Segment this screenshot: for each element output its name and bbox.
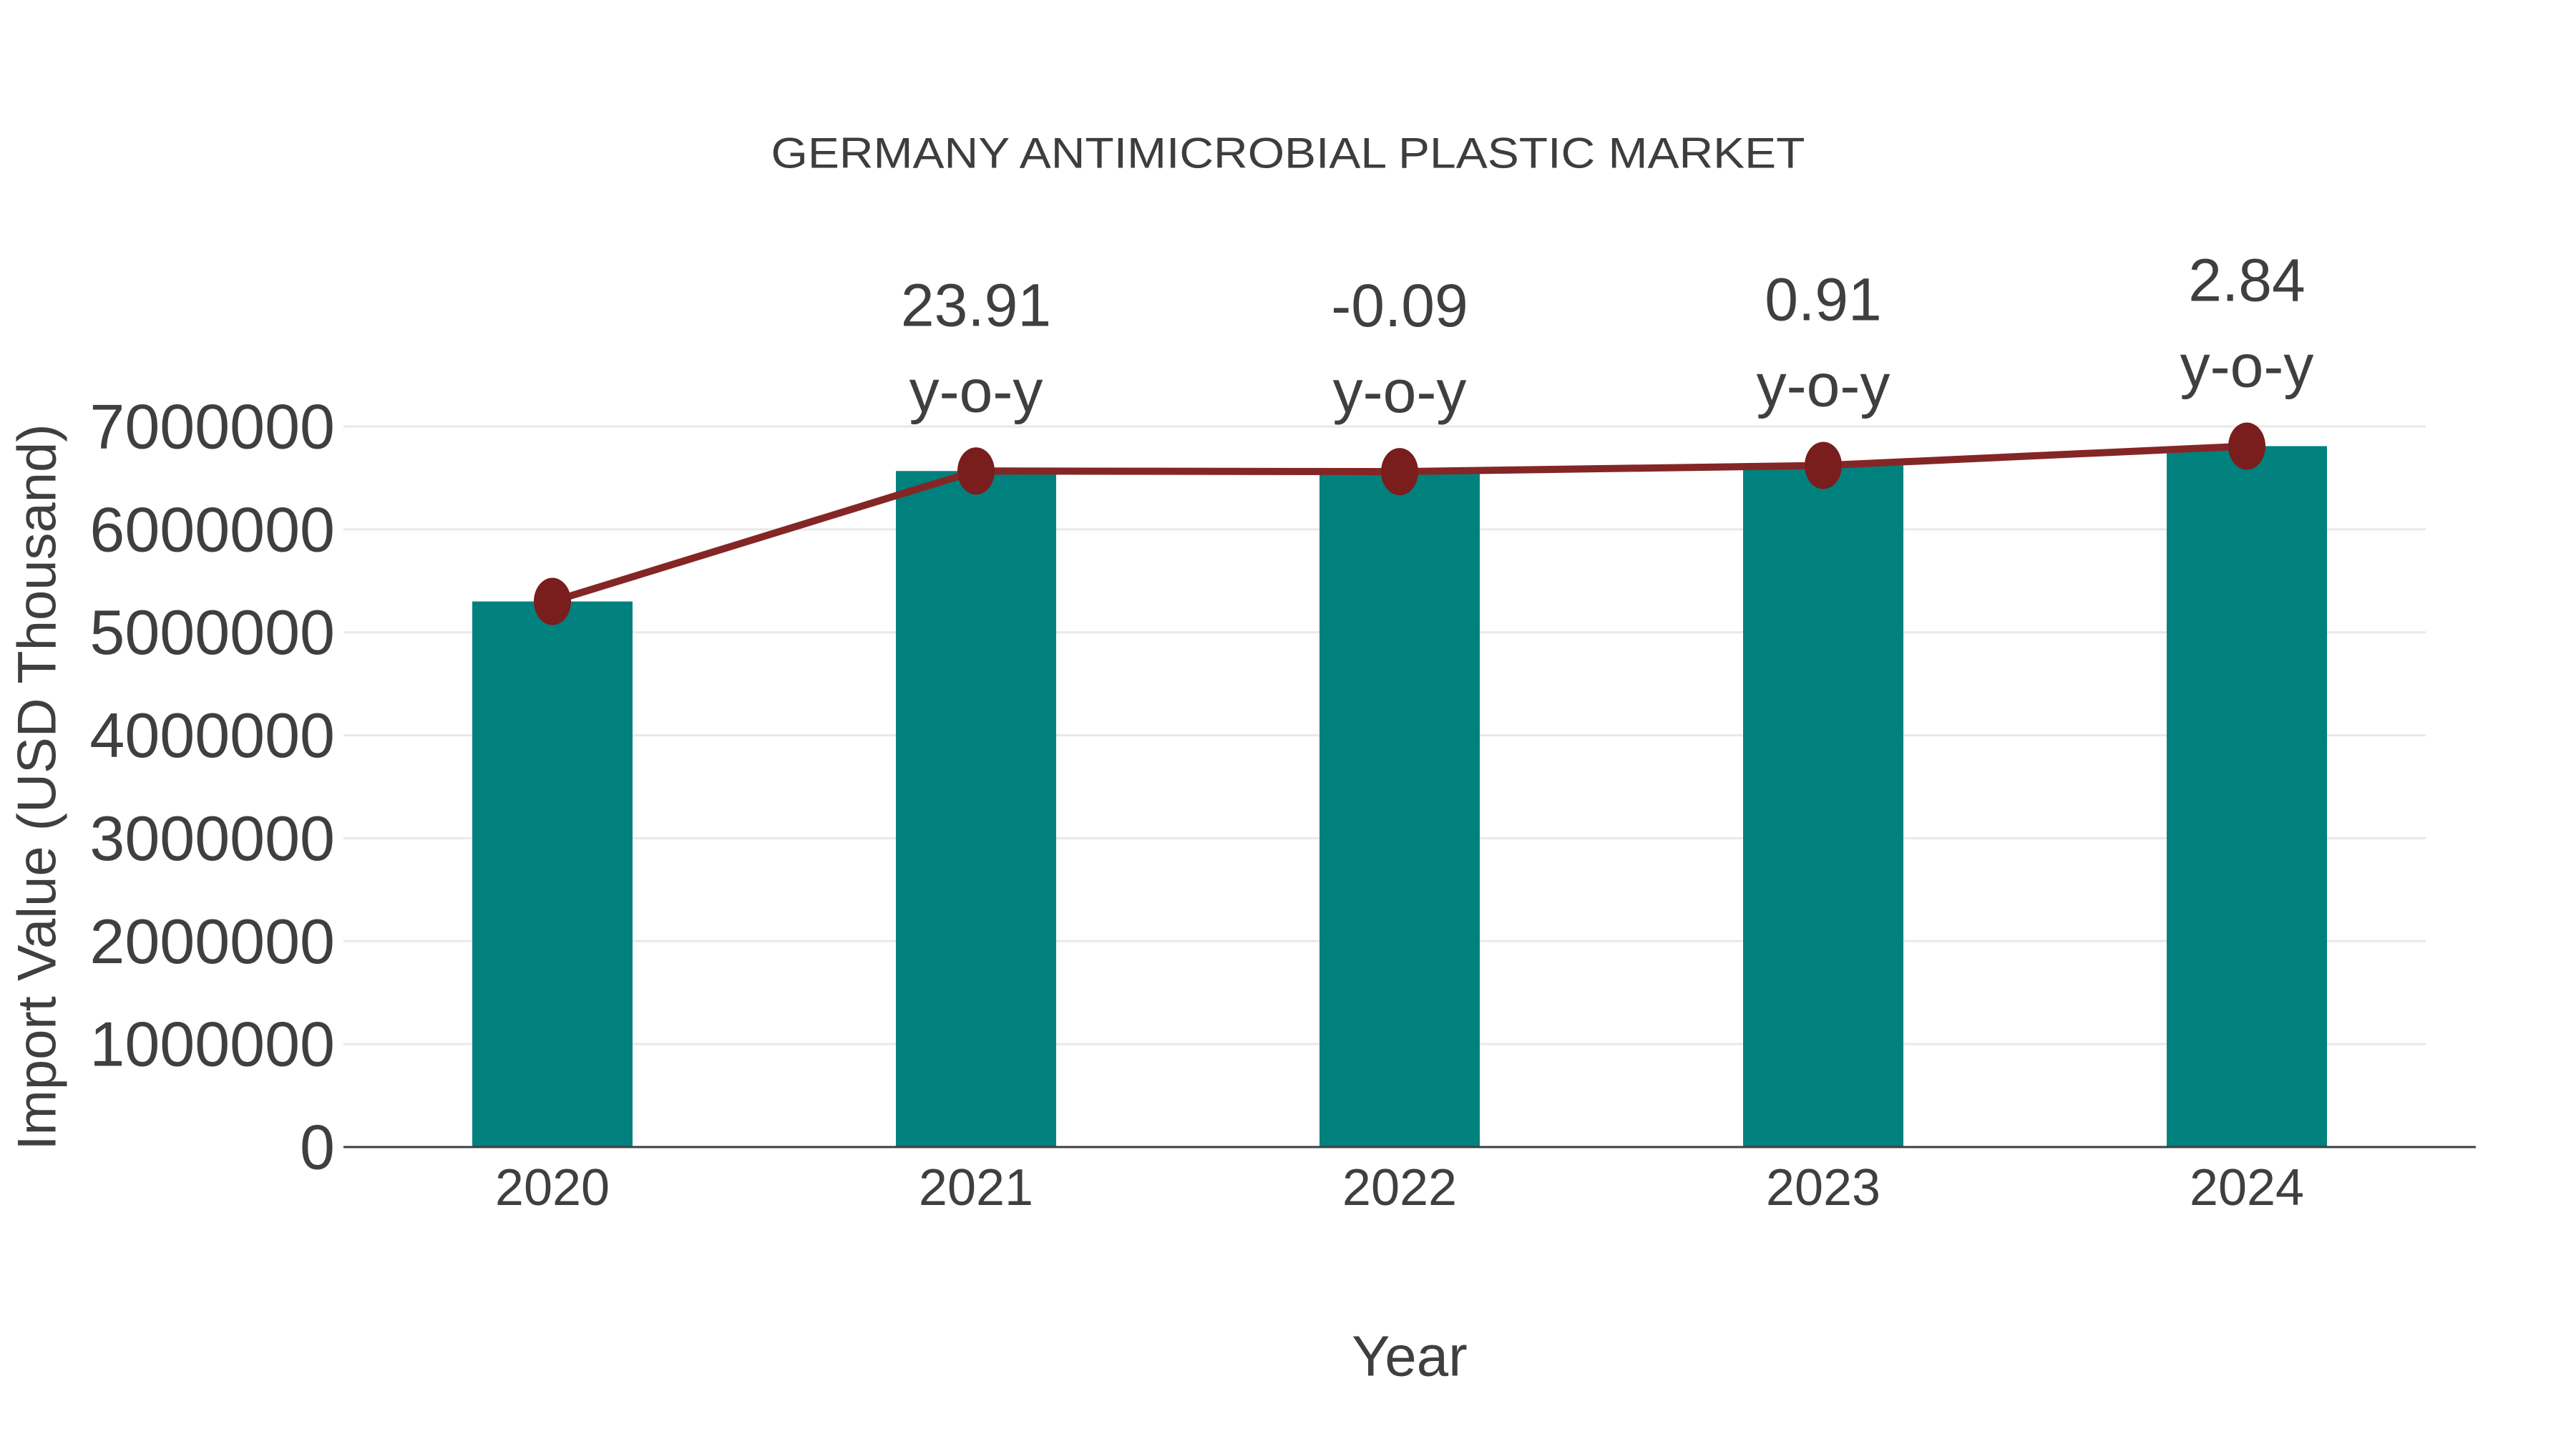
yoy-annotations: 23.91 y-o-y -0.09 y-o-y 0.91 y-o-y 2.84 y-o-y: [901, 246, 2313, 425]
y-tick-label: 7000000: [89, 391, 335, 462]
yoy-value-2021: 23.91: [901, 271, 1051, 338]
line-series: [534, 422, 2265, 625]
trend-marker-2023[interactable]: [1805, 441, 1842, 489]
trend-marker-2024[interactable]: [2228, 422, 2265, 470]
bar-series: [472, 446, 2327, 1147]
y-tick-label: 1000000: [89, 1009, 335, 1080]
trend-marker-2021[interactable]: [957, 447, 995, 495]
trend-marker-2020[interactable]: [534, 577, 571, 625]
x-axis-title: Year: [1352, 1324, 1468, 1388]
y-tick-label: 2000000: [89, 906, 335, 977]
x-tick-label: 2023: [1766, 1159, 1880, 1216]
trend-marker-2022[interactable]: [1381, 448, 1418, 496]
x-tick-label: 2020: [495, 1159, 610, 1216]
yoy-label-2023: y-o-y: [1757, 352, 1890, 419]
yoy-value-2023: 0.91: [1765, 266, 1882, 333]
y-tick-label: 0: [300, 1112, 335, 1183]
x-axis-tick-labels: 2020 2021 2022 2023 2024: [495, 1159, 2304, 1216]
y-tick-label: 4000000: [89, 700, 335, 771]
chart-title: GERMANY ANTIMICROBIAL PLASTIC MARKET: [771, 130, 1805, 177]
yoy-label-2024: y-o-y: [2180, 332, 2314, 399]
y-axis-title: Import Value (USD Thousand): [7, 424, 68, 1150]
y-tick-label: 5000000: [89, 597, 335, 668]
yoy-label-2021: y-o-y: [909, 357, 1043, 424]
bar-2024[interactable]: [2167, 446, 2327, 1147]
yoy-value-2022: -0.09: [1331, 272, 1468, 339]
yoy-value-2024: 2.84: [2188, 246, 2306, 313]
yoy-label-2022: y-o-y: [1333, 358, 1467, 425]
y-axis-tick-labels: 0 1000000 2000000 3000000 4000000 5000000 6000…: [89, 391, 335, 1183]
bar-2021[interactable]: [896, 471, 1056, 1147]
y-tick-label: 3000000: [89, 803, 335, 874]
y-tick-label: 6000000: [89, 494, 335, 565]
bar-2023[interactable]: [1743, 465, 1903, 1147]
x-tick-label: 2022: [1342, 1159, 1457, 1216]
bar-2020[interactable]: [472, 601, 633, 1147]
x-tick-label: 2024: [2190, 1159, 2304, 1216]
x-tick-label: 2021: [919, 1159, 1033, 1216]
bar-2022[interactable]: [1319, 472, 1480, 1147]
